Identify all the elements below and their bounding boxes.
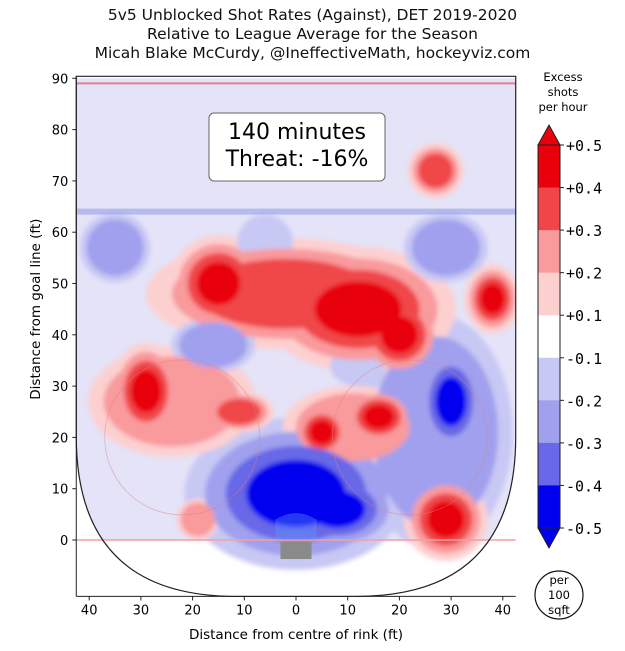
heat-blob <box>314 281 402 337</box>
y-tick-label: 0 <box>60 534 68 549</box>
colorbar-band <box>538 272 560 316</box>
colorbar-tick-label: -0.5 <box>566 520 602 538</box>
axes: 0 10 20 30 40 50 60 70 80 90 40 30 20 10 0 10 20 30 40 Dist… <box>28 72 516 643</box>
chart-title-line-3: Micah Blake McCurdy, @IneffectiveMath, h… <box>94 44 531 62</box>
colorbar-tick-label: +0.4 <box>566 180 602 198</box>
colorbar-tick-label: +0.1 <box>566 307 602 325</box>
heat-blob <box>86 219 144 276</box>
x-axis-label: Distance from centre of rink (ft) <box>189 627 403 643</box>
heat-blob <box>480 283 505 315</box>
x-tick-label: 20 <box>184 603 201 618</box>
chart-title-line-2: Relative to League Average for the Seaso… <box>147 25 478 43</box>
heat-blob <box>363 404 395 430</box>
minutes-label: 140 minutes <box>228 120 366 145</box>
y-tick-label: 60 <box>52 226 69 241</box>
y-tick-label: 80 <box>52 124 69 139</box>
colorbar-tick-label: -0.1 <box>566 350 602 368</box>
x-tick-label: 10 <box>236 603 253 618</box>
x-tick-label: 40 <box>81 603 98 618</box>
heat-layer <box>76 78 516 571</box>
colorbar-arrow-top <box>537 123 561 146</box>
y-tick-label: 50 <box>52 278 69 293</box>
goal-crease <box>275 513 317 540</box>
colorbar-tick-label: +0.2 <box>566 265 602 283</box>
colorbar-band <box>538 400 560 444</box>
colorbar-tick-label: +0.5 <box>566 137 602 155</box>
y-axis-label: Distance from goal line (ft) <box>28 219 44 400</box>
faceoff-circle-left <box>104 359 261 516</box>
y-tick-label: 70 <box>52 175 69 190</box>
threat-annotation: 140 minutes Threat: -16% <box>208 112 386 182</box>
heat-blob <box>196 261 241 306</box>
y-tick-label: 10 <box>52 483 69 498</box>
colorbar-title-line: Excess <box>543 70 582 84</box>
colorbar: +0.5 +0.4 +0.3 +0.2 +0.1 -0.1 -0.2 -0.3 -0.4 -0.5… <box>537 70 602 550</box>
colorbar-band <box>538 485 560 529</box>
heat-blob <box>411 219 481 276</box>
heat-blob <box>418 153 454 189</box>
colorbar-title-line: per hour <box>538 100 587 114</box>
rink-lines <box>76 82 516 541</box>
colorbar-band <box>538 442 560 486</box>
heat-blob <box>309 419 335 445</box>
threat-label: Threat: -16% <box>225 147 369 172</box>
colorbar-tick-label: -0.2 <box>566 392 602 410</box>
heat-blob <box>309 490 366 528</box>
heat-blob <box>427 501 465 538</box>
x-tick-label: 30 <box>133 603 150 618</box>
colorbar-title-line: shots <box>548 85 579 99</box>
colorbar-arrow-bottom <box>537 527 561 550</box>
x-tick-label: 40 <box>495 603 512 618</box>
x-tick-label: 20 <box>391 603 408 618</box>
x-tick-label: 0 <box>292 603 300 618</box>
colorbar-band <box>538 145 560 189</box>
y-tick-label: 20 <box>52 431 69 446</box>
colorbar-tick-label: -0.3 <box>566 435 602 453</box>
x-tick-label: 10 <box>339 603 356 618</box>
unit-line-2: 100 <box>548 588 570 602</box>
chart-title-line-1: 5v5 Unblocked Shot Rates (Against), DET … <box>107 6 518 24</box>
unit-badge: per 100 sqft <box>534 570 584 620</box>
heat-blob <box>217 398 262 425</box>
x-tick-label: 30 <box>443 603 460 618</box>
colorbar-tick-label: -0.4 <box>566 477 602 495</box>
heat-blob <box>380 316 419 354</box>
unit-line-1: per <box>549 573 568 587</box>
unit-line-3: sqft <box>548 603 570 617</box>
colorbar-band <box>538 315 560 359</box>
colorbar-tick-label: +0.3 <box>566 222 602 240</box>
y-tick-label: 90 <box>52 72 69 87</box>
heat-blob <box>179 322 248 368</box>
y-tick-label: 40 <box>52 329 69 344</box>
colorbar-band <box>538 187 560 231</box>
heat-blob <box>435 376 467 427</box>
goal-net <box>280 542 312 559</box>
colorbar-frame <box>537 144 561 529</box>
heat-blob <box>180 502 215 537</box>
heat-blob <box>130 369 162 413</box>
faceoff-circle-right <box>331 359 488 516</box>
colorbar-band <box>538 230 560 274</box>
colorbar-band <box>538 357 560 401</box>
y-tick-label: 30 <box>52 380 69 395</box>
